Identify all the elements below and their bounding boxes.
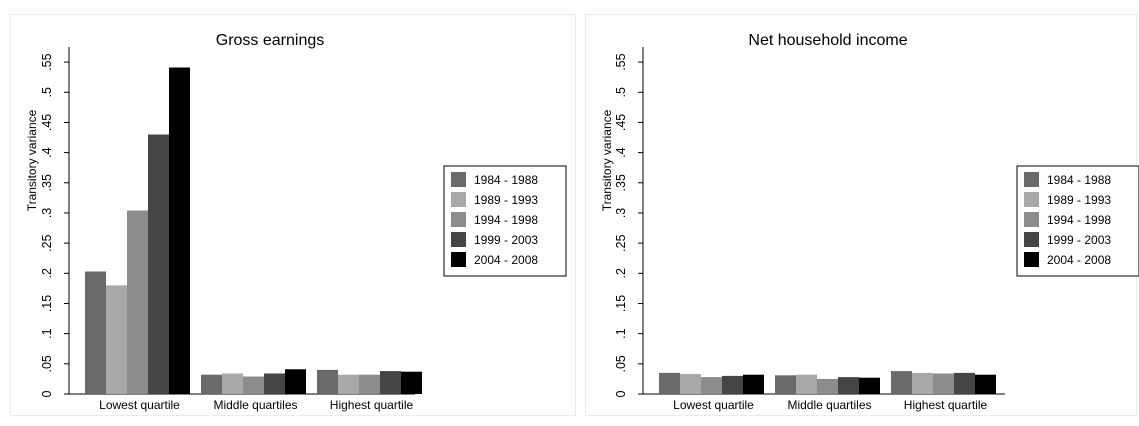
bar-3-cat-1 [127, 210, 148, 394]
x-category-label: Lowest quartile [673, 398, 754, 412]
y-tick-label: 0 [40, 390, 54, 397]
bar-1-cat-3 [317, 369, 338, 394]
y-tick-label: .3 [614, 208, 628, 218]
legend-swatch [451, 172, 466, 187]
y-tick-label: .1 [614, 328, 628, 338]
bar-4-cat-2 [264, 373, 285, 394]
y-tick-label: .45 [614, 114, 628, 131]
y-tick-label: .15 [614, 295, 628, 312]
legend-swatch [451, 232, 466, 247]
bar-5-cat-2 [859, 377, 880, 394]
bar-2-cat-1 [680, 374, 701, 394]
bar-2-cat-3 [912, 372, 933, 394]
bar-3-cat-3 [933, 373, 954, 394]
legend-label: 1999 - 2003 [474, 233, 538, 247]
y-tick-label: .25 [614, 234, 628, 251]
y-tick-label: 0 [614, 390, 628, 397]
x-category-label: Middle quartiles [787, 398, 871, 412]
bar-5-cat-1 [743, 374, 764, 394]
bar-2-cat-3 [338, 374, 359, 394]
bar-4-cat-1 [148, 134, 169, 395]
y-tick-label: .4 [40, 147, 54, 157]
y-tick-label: .3 [40, 208, 54, 218]
x-category-label: Lowest quartile [99, 398, 180, 412]
legend-label: 1984 - 1988 [1047, 173, 1111, 187]
legend-swatch [1024, 232, 1039, 247]
legend-label: 1989 - 1993 [474, 193, 538, 207]
bar-3-cat-2 [817, 378, 838, 394]
chart-panel-1: Gross earnings Transitory variance 0 .05 .1.… [10, 14, 576, 416]
y-tick-label: .4 [614, 147, 628, 157]
y-tick-label: .15 [40, 295, 54, 312]
y-tick-label: .05 [40, 355, 54, 372]
bar-3-cat-3 [359, 374, 380, 394]
y-tick-label: .35 [40, 174, 54, 191]
legend-label: 1994 - 1998 [1047, 213, 1111, 227]
chart-panel-2: Net household income Transitory variance 0… [585, 14, 1139, 416]
bar-3-cat-2 [243, 376, 264, 394]
legend-swatch [1024, 212, 1039, 227]
y-tick-label: .45 [40, 114, 54, 131]
x-category-label: Highest quartile [904, 398, 988, 412]
bar-5-cat-2 [285, 369, 306, 394]
y-tick-label: .5 [40, 87, 54, 97]
legend-swatch [451, 212, 466, 227]
bar-4-cat-3 [954, 372, 975, 394]
bar-1-cat-3 [891, 371, 912, 394]
y-axis-label: Transitory variance [600, 109, 614, 211]
y-tick-label: .05 [614, 355, 628, 372]
legend-label: 1984 - 1988 [474, 173, 538, 187]
legend-swatch [451, 192, 466, 207]
bar-2-cat-1 [106, 285, 127, 394]
y-tick-label: .5 [614, 87, 628, 97]
y-tick-label: .2 [40, 268, 54, 278]
y-tick-label: .1 [40, 328, 54, 338]
legend-swatch [1024, 192, 1039, 207]
legend: 1984 - 1988 1989 - 1993 1994 - 1998 1999 - … [443, 165, 567, 277]
bar-4-cat-3 [380, 371, 401, 394]
legend-label: 1999 - 2003 [1047, 233, 1111, 247]
y-axis-label: Transitory variance [25, 109, 39, 211]
bar-4-cat-1 [722, 375, 743, 394]
chart-title: Gross earnings [216, 32, 325, 49]
bar-5-cat-3 [401, 371, 422, 394]
bar-5-cat-3 [975, 374, 996, 394]
x-category-label: Middle quartiles [213, 398, 297, 412]
legend-label: 2004 - 2008 [474, 253, 538, 267]
y-tick-label: .55 [614, 53, 628, 70]
legend-swatch [1024, 172, 1039, 187]
bar-4-cat-2 [838, 377, 859, 394]
chart-title: Net household income [748, 32, 907, 49]
y-tick-label: .25 [40, 234, 54, 251]
bar-2-cat-2 [796, 374, 817, 394]
bar-1-cat-2 [775, 375, 796, 394]
bar-1-cat-2 [201, 374, 222, 394]
bar-2-cat-2 [222, 373, 243, 394]
legend-label: 2004 - 2008 [1047, 253, 1111, 267]
y-tick-label: .35 [614, 174, 628, 191]
y-tick-label: .2 [614, 268, 628, 278]
bar-5-cat-1 [169, 67, 190, 395]
legend-label: 1994 - 1998 [474, 213, 538, 227]
legend-label: 1989 - 1993 [1047, 193, 1111, 207]
panel-border [10, 14, 576, 416]
legend: 1984 - 1988 1989 - 1993 1994 - 1998 1999 - … [1016, 165, 1139, 277]
legend-swatch [1024, 252, 1039, 267]
bar-1-cat-1 [85, 271, 106, 394]
bar-1-cat-1 [659, 372, 680, 394]
x-category-label: Highest quartile [330, 398, 414, 412]
legend-swatch [451, 252, 466, 267]
y-tick-label: .55 [40, 53, 54, 70]
bar-3-cat-1 [701, 377, 722, 394]
